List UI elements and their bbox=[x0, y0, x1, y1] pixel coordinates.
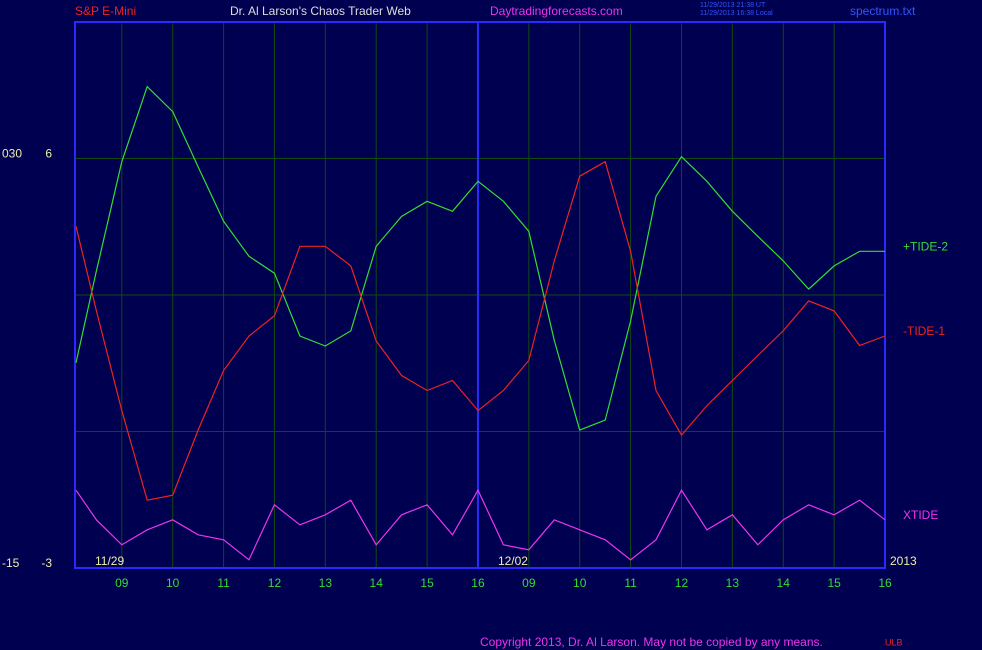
x-tick-label: 10 bbox=[166, 576, 180, 590]
series-label: -TIDE-1 bbox=[903, 324, 945, 338]
x-tick-label: 12 bbox=[675, 576, 689, 590]
series-line bbox=[75, 85, 885, 431]
timestamp-local: 11/29/2013 16:38 Local bbox=[700, 10, 773, 17]
series-line bbox=[75, 160, 886, 501]
y-tick-label: 6 bbox=[45, 147, 52, 161]
y2-tick-label: -15 bbox=[2, 556, 20, 570]
site-url: Daytradingforecasts.com bbox=[490, 4, 623, 18]
y2-tick-label: 030 bbox=[2, 147, 22, 161]
x-tick-label: 13 bbox=[726, 576, 740, 590]
mark: ULB bbox=[885, 637, 903, 647]
x-tick-label: 09 bbox=[115, 576, 129, 590]
x-tick-label: 16 bbox=[471, 576, 485, 590]
copyright: Copyright 2013, Dr. Al Larson. May not b… bbox=[480, 635, 823, 649]
series-line bbox=[75, 488, 886, 561]
x-tick-label: 15 bbox=[420, 576, 434, 590]
x-tick-label: 14 bbox=[370, 576, 384, 590]
x-tick-label: 09 bbox=[522, 576, 536, 590]
x-tick-label: 10 bbox=[573, 576, 587, 590]
file-name: spectrum.txt bbox=[850, 4, 916, 18]
plot-border bbox=[74, 21, 886, 569]
symbol: S&P E-Mini bbox=[75, 4, 136, 18]
x-tick-label: 16 bbox=[878, 576, 892, 590]
x-tick-label: 11 bbox=[624, 576, 637, 590]
series-label: +TIDE-2 bbox=[903, 239, 948, 253]
date-label: 12/02 bbox=[498, 554, 528, 568]
date-label: 2013 bbox=[890, 554, 917, 568]
x-tick-label: 11 bbox=[217, 576, 230, 590]
series-label: XTIDE bbox=[903, 508, 938, 522]
x-tick-label: 12 bbox=[268, 576, 282, 590]
date-label: 11/29 bbox=[95, 554, 124, 568]
x-tick-label: 14 bbox=[777, 576, 791, 590]
timestamp-ut: 11/29/2013 21:38 UT bbox=[700, 2, 766, 9]
x-tick-label: 13 bbox=[319, 576, 333, 590]
y-tick-label: -3 bbox=[41, 556, 52, 570]
x-tick-label: 15 bbox=[827, 576, 841, 590]
site-title: Dr. Al Larson's Chaos Trader Web bbox=[230, 4, 411, 18]
